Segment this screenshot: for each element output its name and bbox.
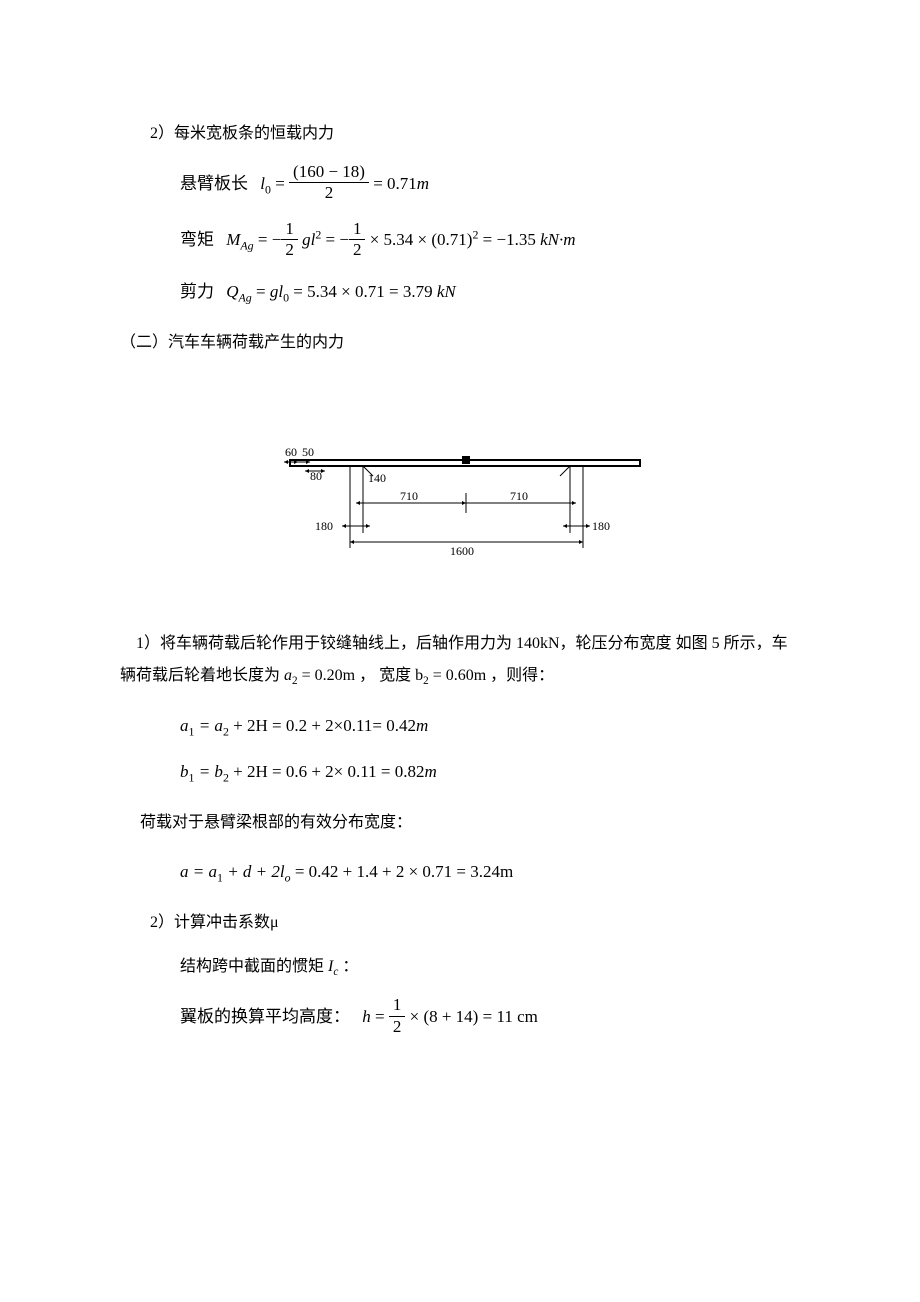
cross-section-diagram: 60 50 80 140 710 710 180 180 <box>120 438 800 568</box>
moment-eq: 弯矩 MAg = −12 gl2 = −12 × 5.34 × (0.71)2 … <box>180 221 800 263</box>
shear-eq: 剪力 QAg = gl0 = 5.34 × 0.71 = 3.79 kN <box>180 277 800 309</box>
moment-label: 弯矩 <box>180 230 214 249</box>
b1-mid: = b <box>199 762 223 781</box>
center-marker <box>462 456 470 464</box>
b1-unit: m <box>424 762 436 781</box>
a-text2: + d + 2l <box>223 862 285 881</box>
label-180-r: 180 <box>592 519 610 533</box>
frac-num-1: (160 − 18) <box>289 162 369 183</box>
moment-unit: kN·m <box>540 230 575 249</box>
label-1600: 1600 <box>450 544 474 558</box>
a1-mid: = a <box>199 716 223 735</box>
label-140: 140 <box>368 471 386 485</box>
m-sub: Ag <box>240 239 253 253</box>
sec3-p2: 荷载对于悬臂梁根部的有效分布宽度： <box>140 807 800 839</box>
a1-sub: 1 <box>189 724 195 738</box>
l0-sub: 0 <box>283 291 289 305</box>
label-50: 50 <box>302 445 314 459</box>
a2-sub: 2 <box>292 675 298 687</box>
h-unit: cm <box>517 1007 538 1026</box>
g-val: 5.34 <box>384 230 414 249</box>
b1-sub: 1 <box>189 771 195 785</box>
eq-a: a = a1 + d + 2lo = 0.42 + 1.4 + 2 × 0.71… <box>180 857 800 889</box>
a-text: a = a <box>180 862 217 881</box>
q-sub: Ag <box>239 291 252 305</box>
label-60: 60 <box>285 445 297 459</box>
haunch-r <box>560 466 570 476</box>
l-sub: 0 <box>265 182 271 196</box>
section-1-header: 2）每米宽板条的恒载内力 <box>150 120 800 149</box>
sec4-p1: 结构跨中截面的惯矩 Ic ： <box>180 953 800 982</box>
h-paren: (8 + 14) <box>423 1007 478 1026</box>
label-710-r: 710 <box>510 489 528 503</box>
p1-text-d: ，则得： <box>490 667 554 684</box>
gl0-text: gl <box>270 282 283 301</box>
shear-result: 3.79 <box>403 282 433 301</box>
label-710-l: 710 <box>400 489 418 503</box>
a2-val: = 0.20m <box>302 667 355 684</box>
p1-text-a: 1）将车辆荷载后轮作用于铰缝轴线上，后轴作用力为 140kN，轮压分布宽度 <box>136 635 672 652</box>
moment-result: −1.35 <box>497 230 536 249</box>
diagram-svg: 60 50 80 140 710 710 180 180 <box>270 438 650 568</box>
shear-label: 剪力 <box>180 282 214 301</box>
p1-a: 结构跨中截面的惯矩 <box>180 958 324 975</box>
g-val-2: 5.34 <box>307 282 337 301</box>
l-val-2: 0.71 <box>355 282 385 301</box>
section-4-header: 2）计算冲击系数μ <box>150 909 800 938</box>
cantilever-result: 0.71 <box>387 174 417 193</box>
a2-var: a <box>284 667 292 684</box>
b2-sub: 2 <box>423 675 429 687</box>
a1-unit: m <box>416 716 428 735</box>
shear-unit: kN <box>437 282 456 301</box>
eq-h: 翼板的换算平均高度： h = 12 × (8 + 14) = 11 cm <box>180 997 800 1039</box>
eq-b1: b1 = b2 + 2H = 0.6 + 2× 0.11 = 0.82m <box>180 757 800 789</box>
h-result: 11 <box>496 1007 512 1026</box>
b1-mid2: + 2H = 0.6 + 2× 0.11 = 0.82 <box>233 762 424 781</box>
section-2-header: （二）汽车车辆荷载产生的内力 <box>120 329 800 358</box>
b2-var: b <box>415 667 423 684</box>
q-var: Q <box>226 282 238 301</box>
l-val: 0.71 <box>437 230 467 249</box>
a1-var: a <box>180 716 189 735</box>
sec3-p1: 1）将车辆荷载后轮作用于铰缝轴线上，后轴作用力为 140kN，轮压分布宽度 如图… <box>120 628 800 693</box>
h-label: 翼板的换算平均高度： <box>180 1007 350 1026</box>
a-text3: = 0.42 + 1.4 + 2 × 0.71 = 3.24m <box>291 862 514 881</box>
b1-midsub: 2 <box>223 771 229 785</box>
b2-val: = 0.60m <box>433 667 486 684</box>
cantilever-eq: 悬臂板长 l0 = (160 − 18)2 = 0.71m <box>180 164 800 206</box>
b1-var: b <box>180 762 189 781</box>
ic-sub: c <box>333 966 338 978</box>
p1-text-c: ， 宽度 <box>359 667 411 684</box>
h-num: 1 <box>389 995 406 1016</box>
p1-colon: ： <box>342 958 358 975</box>
frac-den-1: 2 <box>289 183 369 203</box>
gl-text: gl <box>302 230 315 249</box>
h-var: h <box>362 1007 371 1026</box>
h-den: 2 <box>389 1017 406 1037</box>
cantilever-label: 悬臂板长 <box>180 174 248 193</box>
eq-a1: a1 = a2 + 2H = 0.2 + 2×0.11= 0.42m <box>180 711 800 743</box>
label-180-l: 180 <box>315 519 333 533</box>
cantilever-unit: m <box>417 174 429 193</box>
m-var: M <box>226 230 240 249</box>
a1-midsub: 2 <box>223 724 229 738</box>
a1-mid2: + 2H = 0.2 + 2×0.11= 0.42 <box>233 716 416 735</box>
